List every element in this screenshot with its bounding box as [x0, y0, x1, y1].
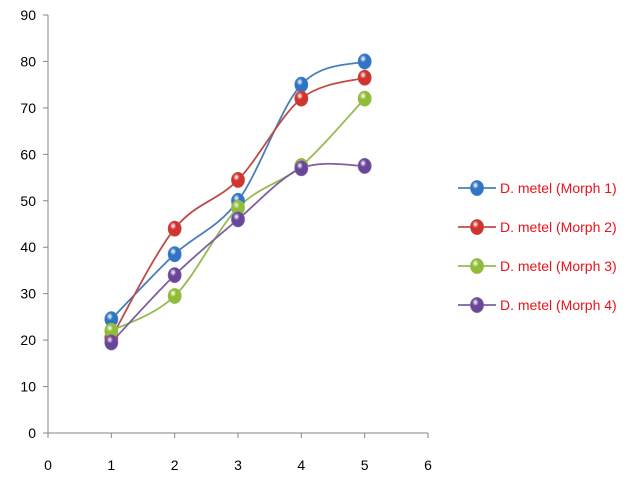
- legend-marker: [470, 180, 484, 196]
- data-point: [357, 158, 372, 174]
- x-tick-label: 1: [107, 457, 115, 473]
- data-point: [294, 160, 309, 177]
- legend-label: D. metel (Morph 2): [500, 219, 617, 235]
- x-tick-label: 0: [44, 457, 52, 473]
- y-tick-label: 30: [20, 286, 36, 302]
- legend: D. metel (Morph 1) D. metel (Morph 2) D. m…: [458, 180, 617, 313]
- data-point: [294, 90, 309, 107]
- data-point: [231, 171, 245, 188]
- y-tick-label: 40: [20, 239, 36, 255]
- y-tick-label: 10: [20, 379, 36, 395]
- legend-marker: [470, 297, 484, 313]
- legend-label: D. metel (Morph 1): [500, 180, 617, 196]
- y-tick-label: 90: [20, 7, 36, 23]
- data-point: [357, 90, 372, 107]
- x-tick-label: 3: [234, 457, 242, 473]
- series-points: [104, 53, 372, 351]
- y-tick-label: 20: [20, 332, 36, 348]
- data-point: [294, 76, 309, 93]
- y-tick-label: 0: [28, 425, 36, 441]
- legend-marker: [470, 219, 484, 235]
- series-line-1: [110, 60, 365, 320]
- y-tick-label: 60: [20, 146, 36, 162]
- data-point: [104, 334, 119, 351]
- x-tick-label: 4: [297, 457, 305, 473]
- y-tick-label: 80: [20, 53, 36, 69]
- x-ticks: 0 1 2 3 4 5 6: [44, 433, 432, 473]
- y-ticks: 0 10 20 30 40 50 60 70 80 90: [20, 7, 48, 441]
- series-line-4: [110, 162, 365, 344]
- data-point: [231, 211, 245, 228]
- data-point: [167, 288, 182, 304]
- y-tick-label: 50: [20, 193, 36, 209]
- x-tick-label: 2: [171, 457, 179, 473]
- data-point: [167, 220, 182, 237]
- y-tick-label: 70: [20, 100, 36, 116]
- legend-label: D. metel (Morph 3): [500, 258, 617, 274]
- data-point: [167, 267, 182, 283]
- data-point: [357, 53, 372, 70]
- data-point: [357, 69, 372, 86]
- legend-label: D. metel (Morph 4): [500, 297, 617, 313]
- x-tick-label: 6: [424, 457, 432, 473]
- legend-marker: [470, 258, 484, 274]
- x-tick-label: 5: [361, 457, 369, 473]
- data-point: [167, 246, 182, 263]
